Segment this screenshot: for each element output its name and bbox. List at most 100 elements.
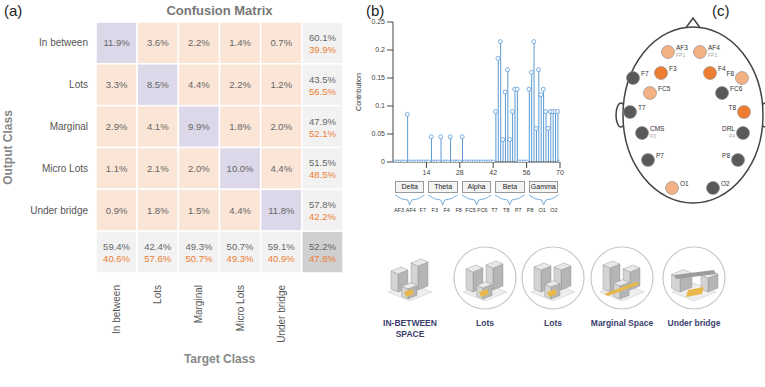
svg-text:2.2%: 2.2% (188, 37, 210, 48)
html-text:(c): (c) (712, 2, 730, 19)
svg-text:40.6%: 40.6% (103, 253, 130, 264)
svg-text:2.0%: 2.0% (270, 121, 292, 132)
svg-text:Marginal: Marginal (50, 121, 88, 132)
svg-text:50.7%: 50.7% (185, 253, 212, 264)
svg-text:48.5%: 48.5% (309, 169, 336, 180)
svg-text:2.0%: 2.0% (188, 163, 210, 174)
html-text:Lots: Lots (544, 318, 562, 328)
svg-text:42: 42 (489, 169, 497, 176)
svg-text:O2: O2 (721, 180, 730, 187)
svg-text:51.5%: 51.5% (309, 157, 336, 168)
svg-text:9.9%: 9.9% (188, 121, 210, 132)
svg-text:2.1%: 2.1% (147, 163, 169, 174)
svg-text:Output Class: Output Class (1, 110, 15, 185)
svg-text:Target Class: Target Class (184, 352, 255, 366)
svg-text:4.4%: 4.4% (229, 205, 251, 216)
svg-text:FC5: FC5 (658, 85, 671, 92)
svg-text:Lots: Lots (152, 285, 163, 304)
html-text:Confusion Matrix: Confusion Matrix (166, 3, 273, 18)
svg-text:CMS: CMS (650, 125, 665, 132)
svg-text:Under bridge: Under bridge (276, 285, 287, 343)
svg-text:0.1: 0.1 (375, 102, 385, 109)
svg-text:P3: P3 (650, 133, 656, 139)
svg-text:40.9%: 40.9% (268, 253, 295, 264)
svg-text:FC6: FC6 (730, 85, 743, 92)
svg-text:DRL: DRL (722, 125, 735, 132)
svg-text:P8: P8 (722, 152, 730, 159)
svg-text:49.3%: 49.3% (185, 241, 212, 252)
svg-text:42.4%: 42.4% (144, 241, 171, 252)
svg-text:11.8%: 11.8% (268, 205, 295, 216)
svg-text:Under bridge: Under bridge (30, 205, 88, 216)
svg-text:FP2: FP2 (708, 52, 717, 58)
svg-text:59.4%: 59.4% (103, 241, 130, 252)
svg-text:42.2%: 42.2% (309, 211, 336, 222)
svg-text:Micro Lots: Micro Lots (42, 163, 88, 174)
svg-text:8.5%: 8.5% (147, 79, 169, 90)
html-text:IN-BETWEEN SPACE: IN-BETWEEN SPACE (383, 318, 437, 339)
html-text:Lots: Lots (476, 318, 494, 328)
svg-text:56.5%: 56.5% (309, 86, 336, 97)
svg-text:14: 14 (423, 169, 431, 176)
svg-text:P4: P4 (729, 133, 735, 139)
svg-text:O1: O1 (680, 180, 689, 187)
svg-text:0.7%: 0.7% (270, 37, 292, 48)
svg-text:57.6%: 57.6% (144, 253, 171, 264)
svg-text:70: 70 (556, 169, 564, 176)
html-text:Under bridge: Under bridge (667, 318, 721, 328)
svg-text:0.15: 0.15 (371, 74, 385, 81)
html-text:(b): (b) (366, 2, 385, 19)
svg-text:52.1%: 52.1% (309, 128, 336, 139)
svg-text:F4: F4 (718, 65, 726, 72)
svg-text:1.4%: 1.4% (229, 37, 251, 48)
svg-text:4.1%: 4.1% (147, 121, 169, 132)
html-text:Marginal Space: Marginal Space (590, 318, 654, 328)
svg-text:50.7%: 50.7% (227, 241, 254, 252)
svg-text:In between: In between (111, 285, 122, 334)
svg-text:1.8%: 1.8% (147, 205, 169, 216)
svg-text:Marginal: Marginal (193, 285, 204, 323)
svg-text:1.8%: 1.8% (229, 121, 251, 132)
svg-text:49.3%: 49.3% (227, 253, 254, 264)
svg-text:11.9%: 11.9% (103, 37, 130, 48)
svg-text:1.2%: 1.2% (270, 79, 292, 90)
svg-text:4.4%: 4.4% (188, 79, 210, 90)
svg-text:47.9%: 47.9% (309, 116, 336, 127)
svg-text:0.05: 0.05 (371, 130, 385, 137)
svg-text:Lots: Lots (69, 79, 88, 90)
svg-text:1.5%: 1.5% (188, 205, 210, 216)
svg-text:Contribution: Contribution (355, 73, 362, 111)
svg-text:59.1%: 59.1% (268, 241, 295, 252)
svg-text:T8: T8 (728, 104, 736, 111)
svg-text:F7: F7 (641, 70, 649, 77)
svg-text:AF3: AF3 (676, 44, 688, 51)
svg-text:60.1%: 60.1% (309, 32, 336, 43)
svg-text:3.6%: 3.6% (147, 37, 169, 48)
svg-text:2.2%: 2.2% (229, 79, 251, 90)
svg-text:In between: In between (39, 37, 88, 48)
svg-text:52.2%: 52.2% (309, 241, 336, 252)
svg-text:57.8%: 57.8% (309, 199, 336, 210)
svg-text:4.4%: 4.4% (270, 163, 292, 174)
svg-text:0: 0 (381, 158, 385, 165)
svg-text:0.25: 0.25 (371, 18, 385, 25)
svg-text:P7: P7 (656, 152, 664, 159)
svg-text:AF4: AF4 (708, 44, 720, 51)
svg-text:10.0%: 10.0% (227, 163, 254, 174)
svg-text:56: 56 (523, 169, 531, 176)
svg-text:39.9%: 39.9% (309, 44, 336, 55)
svg-text:1.1%: 1.1% (106, 163, 128, 174)
svg-text:0.2: 0.2 (375, 46, 385, 53)
svg-text:43.5%: 43.5% (309, 74, 336, 85)
svg-text:3.3%: 3.3% (106, 79, 128, 90)
svg-text:28: 28 (456, 169, 464, 176)
svg-text:F3: F3 (669, 65, 677, 72)
svg-text:0.9%: 0.9% (106, 205, 128, 216)
svg-text:F8: F8 (726, 70, 734, 77)
svg-text:T7: T7 (638, 104, 646, 111)
html-text:(a): (a) (4, 2, 23, 19)
svg-text:47.8%: 47.8% (309, 253, 336, 264)
svg-text:Micro Lots: Micro Lots (235, 285, 246, 331)
svg-text:2.9%: 2.9% (106, 121, 128, 132)
svg-text:FP1: FP1 (676, 52, 685, 58)
